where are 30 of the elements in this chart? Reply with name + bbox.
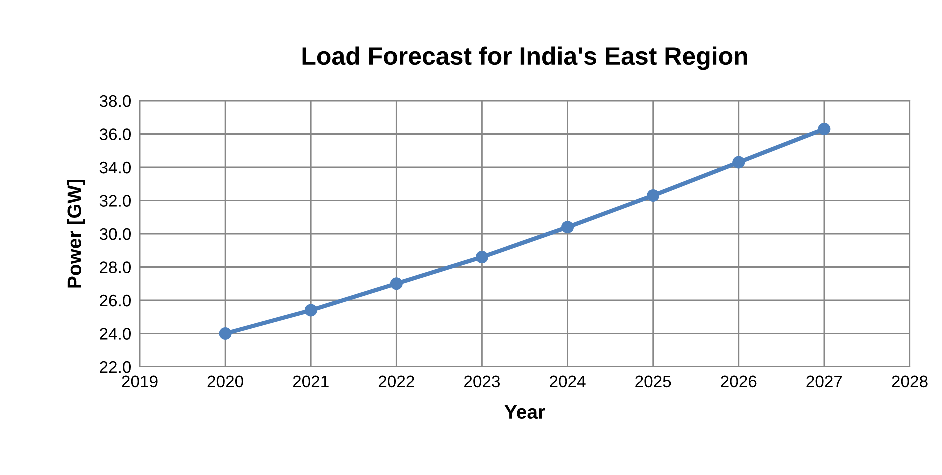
- y-tick-label: 34.0: [100, 162, 132, 174]
- y-axis-title: Power [GW]: [67, 180, 86, 288]
- x-tick-label: 2021: [293, 376, 329, 388]
- x-tick-label: 2027: [806, 376, 842, 388]
- point: [732, 156, 746, 169]
- x-tick-label: 2023: [464, 376, 500, 388]
- chart-title: Load Forecast for India's East Region: [302, 46, 748, 70]
- x-tick-label: 2025: [636, 376, 672, 388]
- x-tick-label: 2026: [721, 376, 757, 388]
- point: [562, 221, 574, 234]
- point: [647, 190, 660, 202]
- point: [390, 278, 403, 290]
- y-tick-label: 36.0: [100, 128, 132, 140]
- y-tick-label: 28.0: [100, 262, 132, 274]
- x-axis-title: Year: [504, 405, 546, 420]
- x-tick-label: 2022: [378, 376, 414, 388]
- x-tick-label: 2019: [122, 376, 158, 388]
- y-tick-label: 38.0: [100, 95, 132, 108]
- point: [476, 251, 488, 264]
- x-tick-label: 2020: [208, 376, 244, 388]
- y-tick-label: 30.0: [100, 228, 132, 240]
- point: [818, 123, 831, 136]
- y-tick-label: 26.0: [100, 294, 132, 307]
- y-tick-label: 24.0: [100, 328, 132, 340]
- x-tick-label: 2028: [892, 376, 928, 388]
- y-tick-label: 32.0: [100, 195, 132, 207]
- x-tick-label: 2024: [550, 376, 586, 388]
- y-tick-label: 22.0: [100, 361, 132, 374]
- point: [219, 328, 232, 340]
- point: [304, 304, 318, 317]
